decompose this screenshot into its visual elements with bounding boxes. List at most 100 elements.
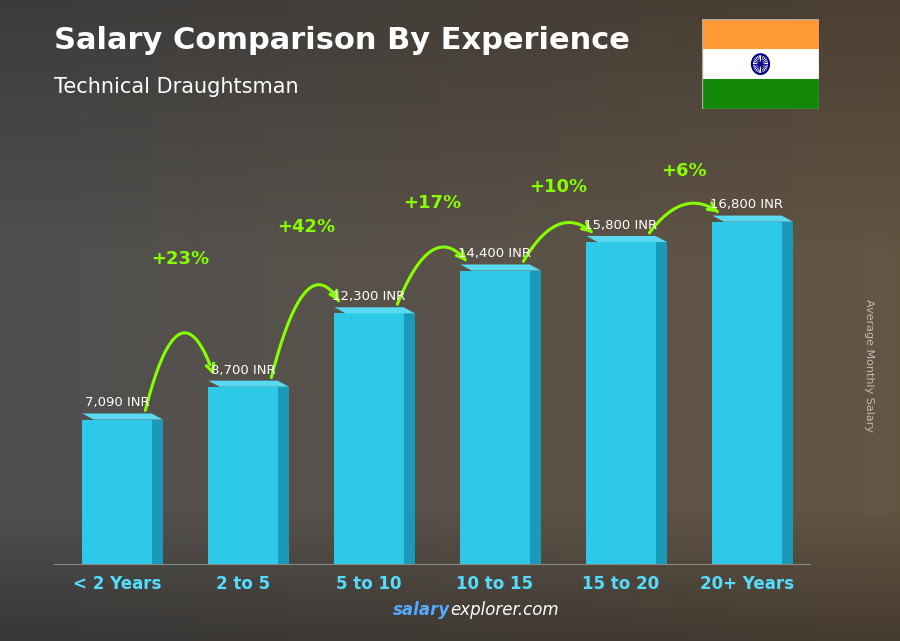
Bar xyxy=(0,596,900,603)
Text: +42%: +42% xyxy=(277,218,335,236)
Bar xyxy=(712,222,781,564)
Text: +23%: +23% xyxy=(151,250,209,268)
Bar xyxy=(603,0,612,641)
Bar xyxy=(297,0,306,641)
Bar xyxy=(225,0,234,641)
Bar xyxy=(468,0,477,641)
Bar xyxy=(0,609,900,615)
Bar xyxy=(342,0,351,641)
Bar xyxy=(657,0,666,641)
Bar xyxy=(460,271,529,564)
Bar xyxy=(756,0,765,641)
Bar xyxy=(586,242,655,564)
Bar xyxy=(0,224,900,231)
Bar xyxy=(0,583,900,590)
Bar xyxy=(0,519,900,526)
Bar xyxy=(702,49,819,79)
Bar xyxy=(0,135,900,141)
Bar xyxy=(369,0,378,641)
Bar xyxy=(378,0,387,641)
Text: 15,800 INR: 15,800 INR xyxy=(584,219,658,232)
Bar xyxy=(208,387,277,564)
Bar xyxy=(83,420,151,564)
Bar xyxy=(0,45,900,51)
Bar xyxy=(0,160,900,167)
Polygon shape xyxy=(334,307,415,313)
Bar xyxy=(0,83,900,90)
Bar xyxy=(702,19,819,49)
Bar xyxy=(0,122,900,128)
Text: 14,400 INR: 14,400 INR xyxy=(458,247,532,260)
Bar xyxy=(0,179,900,186)
Bar xyxy=(711,0,720,641)
Text: 16,800 INR: 16,800 INR xyxy=(710,199,784,212)
Bar xyxy=(243,0,252,641)
Text: Technical Draughtsman: Technical Draughtsman xyxy=(54,77,299,97)
Bar xyxy=(0,231,900,237)
Bar xyxy=(396,0,405,641)
Bar xyxy=(648,0,657,641)
Text: 7,090 INR: 7,090 INR xyxy=(85,396,149,410)
Bar xyxy=(333,0,342,641)
Bar xyxy=(819,0,828,641)
Bar xyxy=(0,192,900,199)
Bar xyxy=(0,244,900,250)
Bar xyxy=(279,0,288,641)
Bar xyxy=(306,0,315,641)
Bar xyxy=(540,0,549,641)
Bar xyxy=(792,0,801,641)
Bar xyxy=(0,218,900,224)
Bar xyxy=(882,0,891,641)
Bar xyxy=(0,147,900,154)
Bar xyxy=(0,570,900,577)
Bar xyxy=(405,0,414,641)
Bar xyxy=(810,0,819,641)
Bar xyxy=(513,0,522,641)
Bar xyxy=(0,237,900,244)
Bar xyxy=(684,0,693,641)
Bar xyxy=(702,79,819,109)
Bar xyxy=(0,590,900,596)
Polygon shape xyxy=(151,420,163,564)
Bar xyxy=(0,545,900,551)
Bar xyxy=(0,32,900,38)
Polygon shape xyxy=(277,387,289,564)
Text: 8,700 INR: 8,700 INR xyxy=(211,363,275,376)
Bar xyxy=(315,0,324,641)
Bar xyxy=(0,103,900,109)
Bar xyxy=(360,0,369,641)
Bar xyxy=(351,0,360,641)
Bar xyxy=(117,0,126,641)
Bar xyxy=(0,526,900,532)
Bar xyxy=(522,0,531,641)
Bar xyxy=(0,115,900,122)
Bar xyxy=(387,0,396,641)
Polygon shape xyxy=(208,381,289,387)
Polygon shape xyxy=(460,265,541,271)
Bar xyxy=(324,0,333,641)
Bar xyxy=(450,0,459,641)
Bar xyxy=(774,0,783,641)
Bar xyxy=(180,0,189,641)
Bar xyxy=(81,0,90,641)
Bar xyxy=(0,64,900,71)
Bar xyxy=(477,0,486,641)
Bar xyxy=(576,0,585,641)
Bar xyxy=(153,0,162,641)
Bar xyxy=(873,0,882,641)
Bar xyxy=(783,0,792,641)
Bar xyxy=(171,0,180,641)
Bar xyxy=(675,0,684,641)
Bar xyxy=(612,0,621,641)
Bar xyxy=(666,0,675,641)
Bar xyxy=(531,0,540,641)
Polygon shape xyxy=(712,215,793,222)
Bar xyxy=(126,0,135,641)
Bar xyxy=(27,0,36,641)
Bar xyxy=(0,212,900,218)
Bar xyxy=(891,0,900,641)
Bar xyxy=(738,0,747,641)
Bar xyxy=(288,0,297,641)
Bar xyxy=(0,186,900,192)
Bar xyxy=(0,167,900,173)
